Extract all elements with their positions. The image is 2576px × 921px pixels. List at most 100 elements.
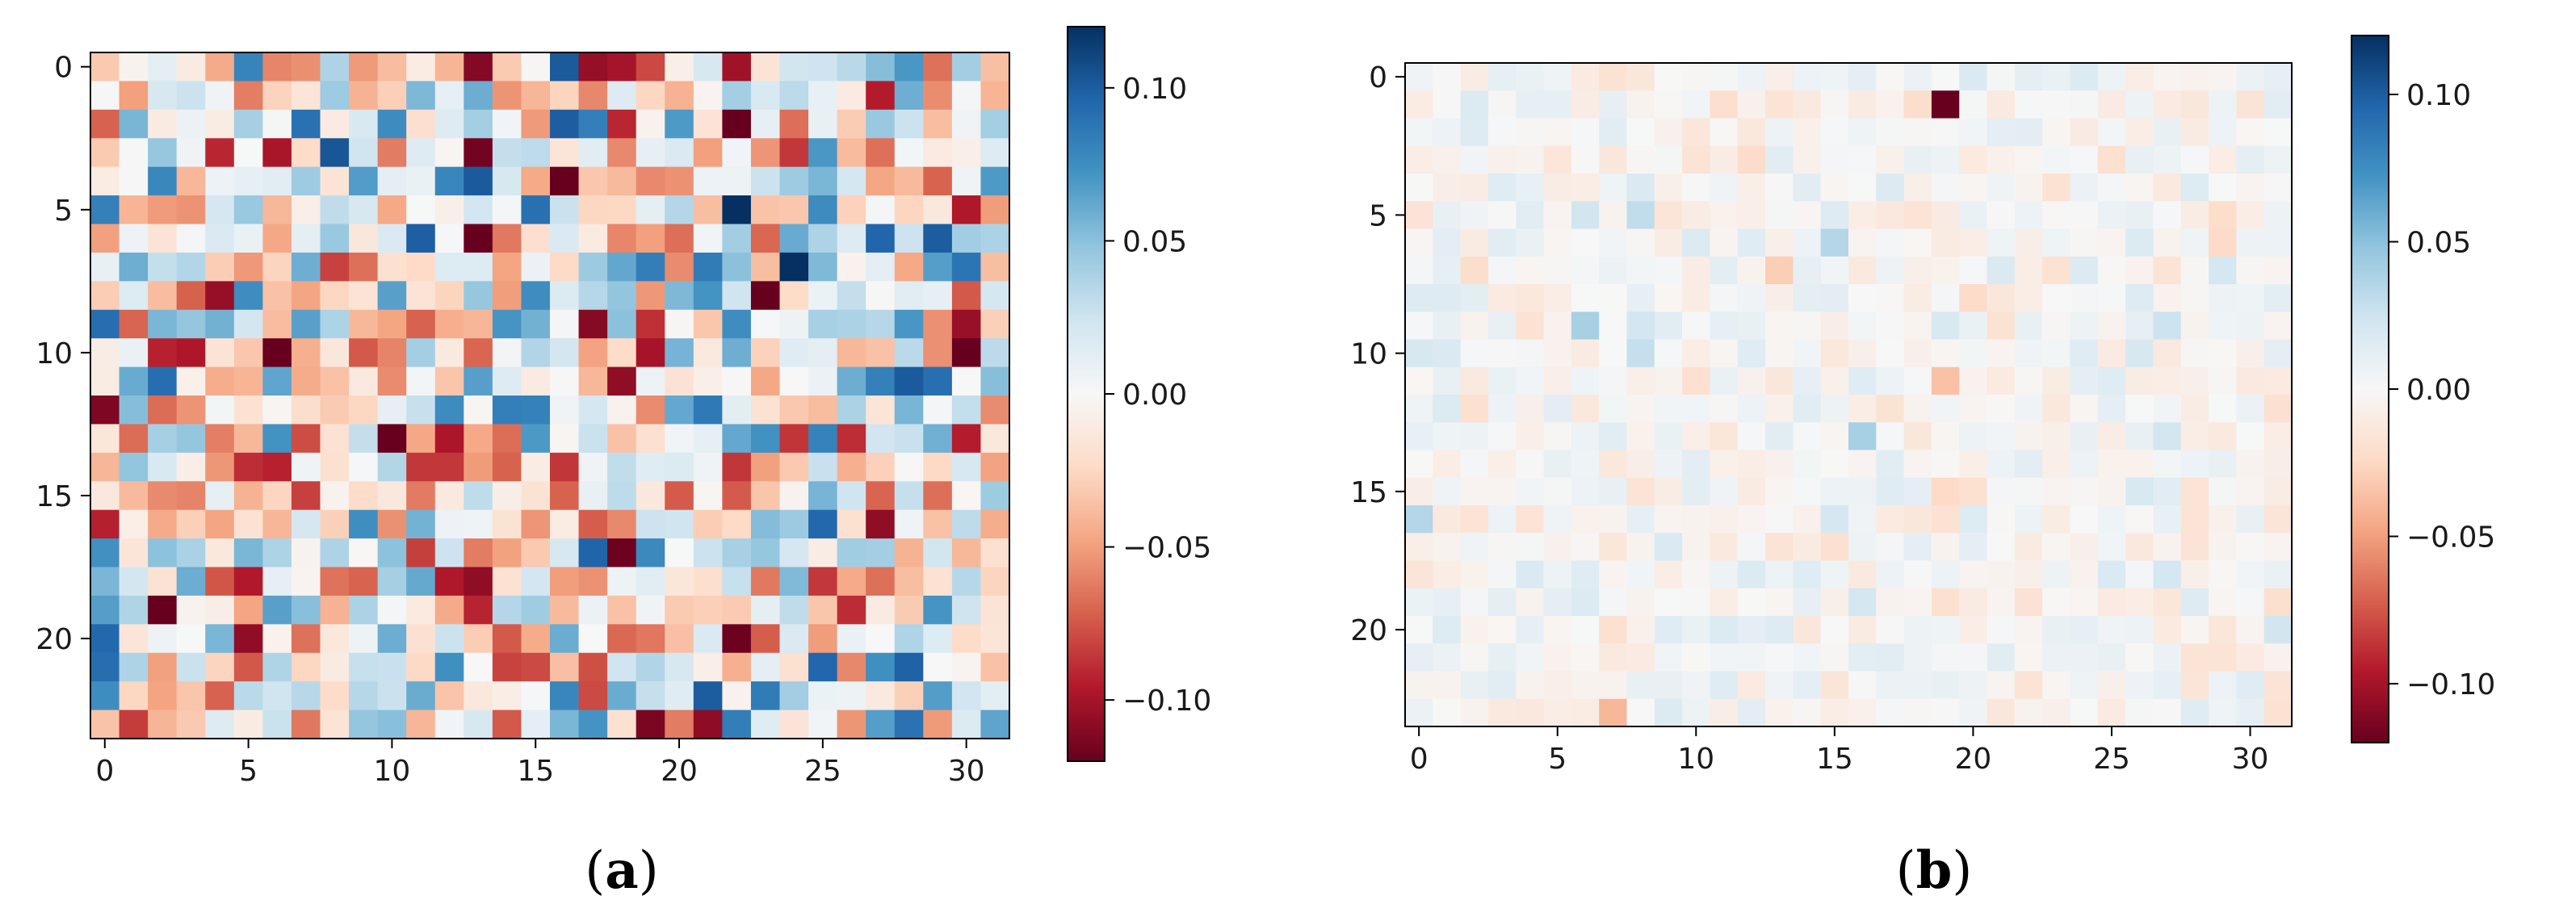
heatmap-cell [837, 281, 866, 311]
panel-b: 0 5 10 15 20 25 30051015200.100.050.00−0.05−0.… [1350, 35, 2495, 901]
heatmap-cell [349, 424, 379, 454]
heatmap-cell [1460, 477, 1489, 506]
heatmap-cell [1931, 477, 1960, 506]
heatmap-cell [636, 538, 665, 568]
heatmap-cell [1405, 588, 1433, 617]
heatmap-cell [262, 396, 292, 425]
heatmap-cell [320, 309, 350, 339]
heatmap-cell [1682, 201, 1711, 230]
heatmap-cell [90, 309, 120, 339]
heatmap-cell [1903, 339, 1932, 368]
heatmap-cell [2125, 671, 2154, 700]
heatmap-cell [722, 710, 752, 739]
colorbar-tick-label: −0.10 [1122, 684, 1211, 718]
heatmap-cell [1460, 63, 1489, 91]
heatmap-cell [1405, 339, 1433, 368]
heatmap-cell [1765, 560, 1794, 589]
heatmap-cell [2070, 228, 2099, 257]
heatmap-cell [636, 652, 665, 682]
heatmap-cell [1682, 118, 1711, 147]
heatmap-cell [1793, 422, 1822, 451]
heatmap-cell [1987, 90, 2016, 119]
heatmap-cell [808, 166, 838, 196]
heatmap-cell [722, 309, 752, 339]
heatmap-cell [2014, 422, 2043, 451]
heatmap-cell [808, 481, 838, 511]
heatmap-cell [808, 281, 838, 311]
heatmap-cell [1931, 643, 1960, 672]
heatmap-cell [406, 81, 436, 111]
heatmap-cell [636, 424, 665, 454]
heatmap-cell [320, 538, 350, 568]
heatmap-cell [578, 595, 608, 625]
heatmap-cell [2153, 671, 2182, 700]
heatmap-cell [1682, 560, 1711, 589]
heatmap-cell [1516, 698, 1545, 727]
heatmap-cell [1876, 312, 1905, 341]
heatmap-cell [1433, 698, 1462, 727]
heatmap-cell [1987, 422, 2016, 451]
heatmap-cell [1571, 450, 1600, 479]
heatmap-cell [1543, 284, 1572, 312]
heatmap-cell [2209, 560, 2237, 589]
heatmap-cell [980, 424, 1010, 454]
heatmap-cell [1765, 477, 1794, 506]
heatmap-cell [1765, 671, 1794, 700]
heatmap-cell [894, 52, 924, 82]
heatmap-cell [1599, 284, 1628, 312]
heatmap-cell [550, 396, 580, 425]
heatmap-cell [866, 396, 896, 425]
heatmap-cell [1599, 312, 1628, 341]
heatmap-cell [2153, 560, 2182, 589]
heatmap-cell [665, 252, 694, 282]
heatmap-cell [2097, 588, 2126, 617]
heatmap-cell [349, 396, 379, 425]
heatmap-cell [1626, 118, 1655, 147]
heatmap-cell [349, 366, 379, 396]
heatmap-cell [464, 224, 493, 253]
heatmap-cell [464, 509, 493, 539]
heatmap-cell [1793, 671, 1822, 700]
heatmap-cell [923, 567, 953, 597]
heatmap-cell [2263, 395, 2293, 423]
heatmap-cell [722, 281, 752, 311]
heatmap-cell [233, 309, 263, 339]
heatmap-cell [1959, 588, 1988, 617]
heatmap-cell [1710, 90, 1739, 119]
heatmap-cell [1737, 174, 1766, 202]
heatmap-cell [607, 710, 637, 739]
heatmap-cell [2236, 312, 2265, 341]
heatmap-cell [1543, 505, 1572, 534]
heatmap-cell [349, 595, 379, 625]
heatmap-cell [2209, 505, 2237, 534]
heatmap-cell [434, 538, 464, 568]
colorbar-tick-label: 0.10 [1122, 73, 1187, 106]
heatmap-cell [262, 652, 292, 682]
heatmap-cell [923, 366, 953, 396]
heatmap-cell [1737, 256, 1766, 285]
heatmap-cell [1599, 450, 1628, 479]
heatmap-cell [1405, 284, 1433, 312]
heatmap-cell [866, 481, 896, 511]
heatmap-cell [1710, 643, 1739, 672]
heatmap-cell [808, 81, 838, 111]
heatmap-cell [808, 595, 838, 625]
heatmap-cell [1433, 422, 1462, 451]
heatmap-cell [894, 166, 924, 196]
heatmap-cell [1571, 560, 1600, 589]
heatmap-cell [262, 195, 292, 225]
heatmap-cell [1433, 366, 1462, 396]
heatmap-cell [2209, 228, 2237, 257]
heatmap-cell [1931, 616, 1960, 644]
heatmap-cell [1876, 643, 1905, 672]
heatmap-cell [1959, 533, 1988, 562]
heatmap-cell [1599, 256, 1628, 285]
heatmap-cell [1987, 63, 2016, 91]
heatmap-cell [90, 281, 120, 311]
heatmap-cell [550, 452, 580, 482]
heatmap-cell [2042, 174, 2071, 202]
heatmap-cell [1654, 90, 1683, 119]
heatmap-cell [1737, 698, 1766, 727]
heatmap-cell [1433, 477, 1462, 506]
heatmap-cell [1654, 63, 1683, 91]
